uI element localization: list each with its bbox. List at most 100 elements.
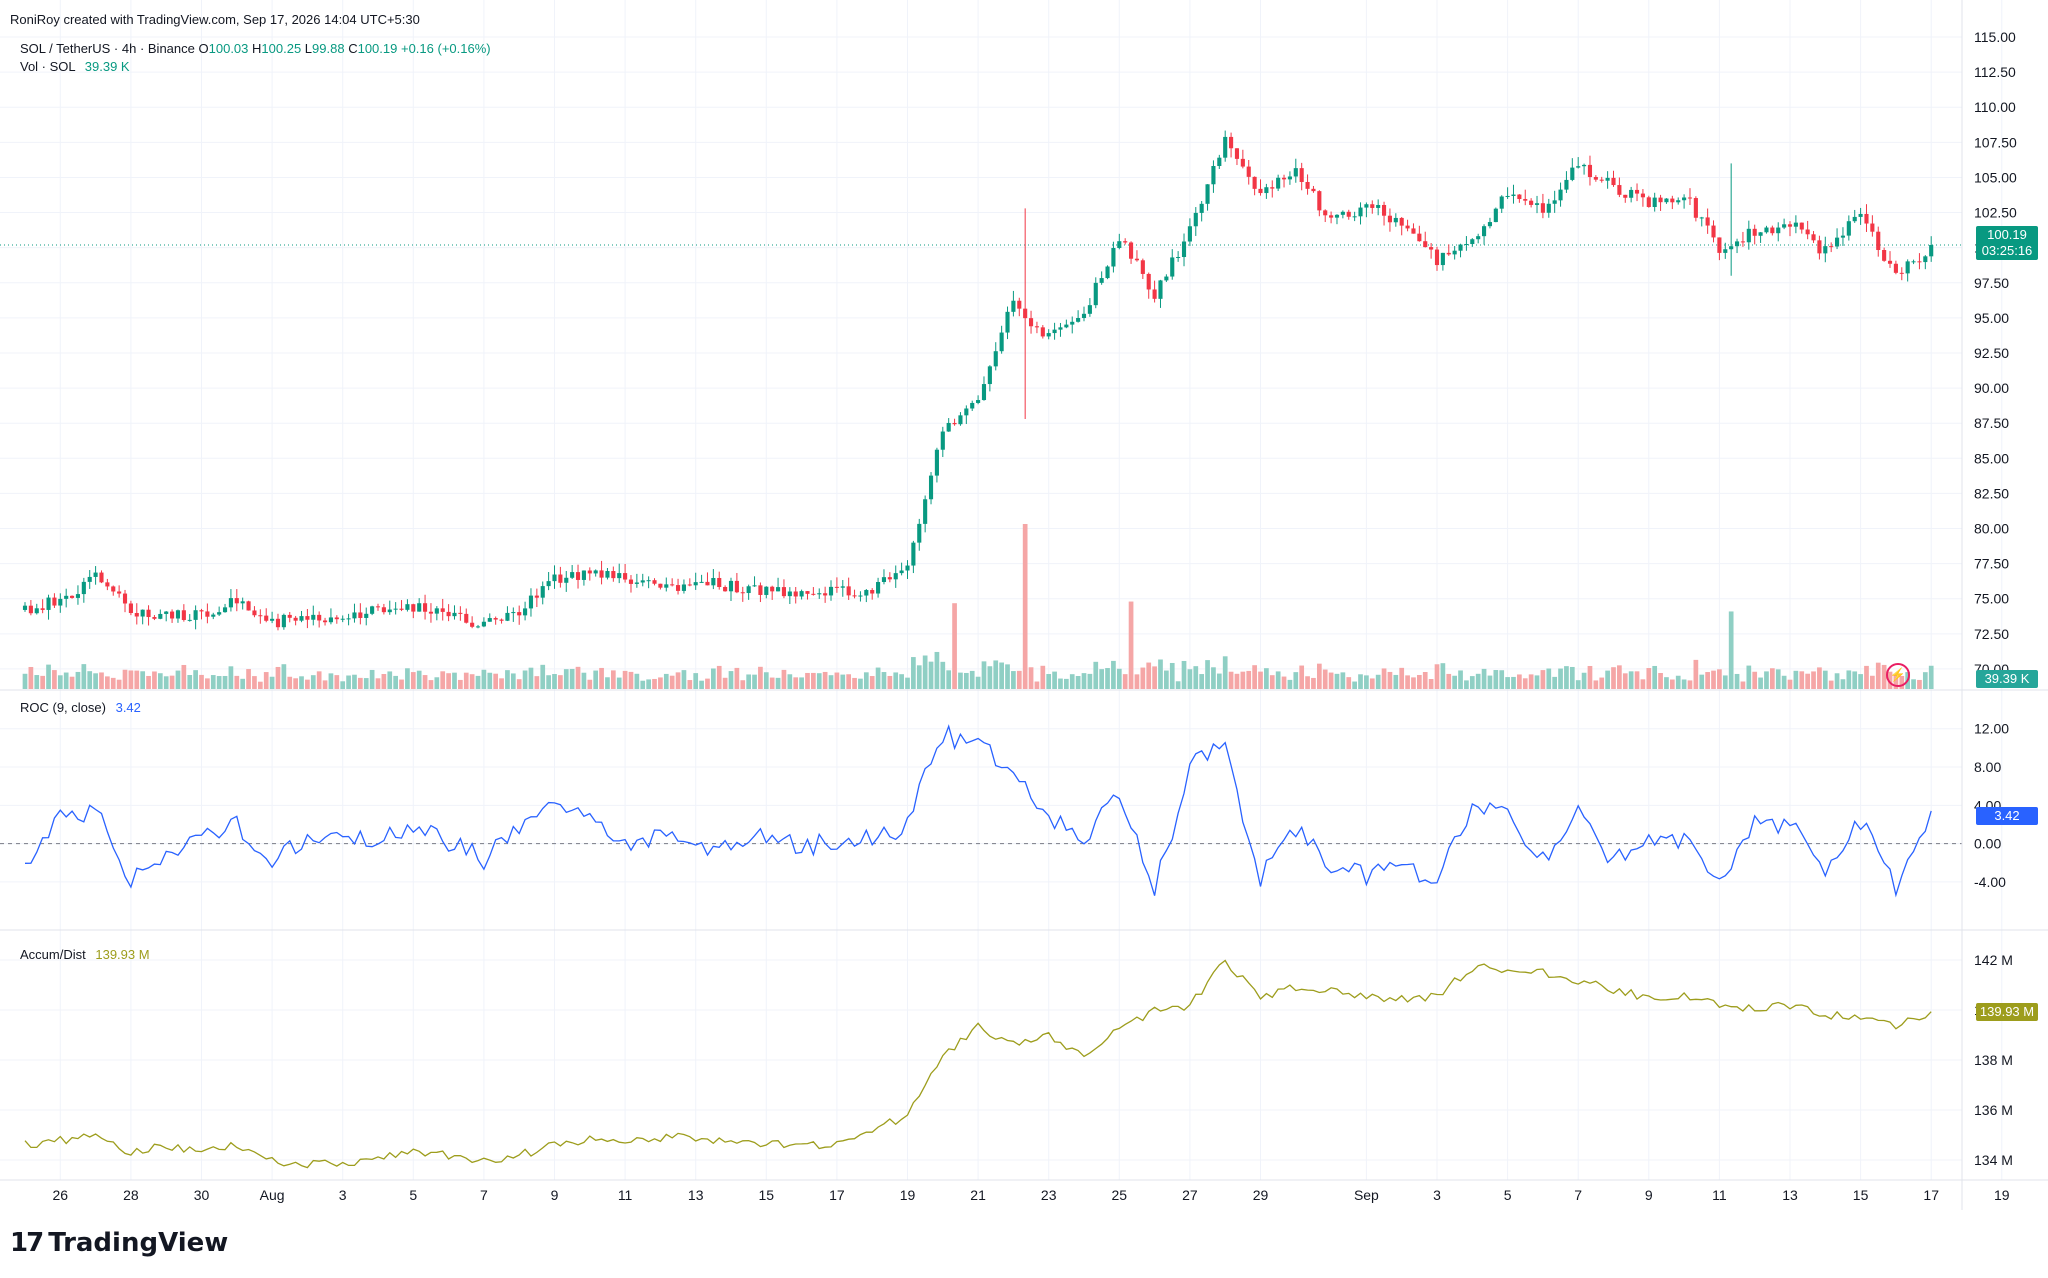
volume-bar [1469,676,1475,689]
candle-body [1658,197,1663,203]
candle-body [1346,211,1351,217]
candle-body [1223,136,1228,158]
candle-body [1387,215,1392,223]
volume-bar [722,677,728,689]
price-axis-tick-label: 95.00 [1974,310,2009,326]
candle-body [752,585,757,587]
symbol-name: SOL / TetherUS · 4h · Binance [20,41,195,56]
volume-bar [140,671,146,689]
price-axis-tick-label: 107.50 [1974,134,2017,150]
volume-bar [81,664,87,689]
volume-bar [187,675,193,689]
volume-bar [1646,668,1652,689]
volume-bar [1652,665,1658,689]
candle-body [623,573,628,580]
volume-bar [499,678,504,689]
volume-bar [528,667,534,689]
volume-bar [705,678,710,689]
volume-bar [1693,659,1699,689]
volume-bar [446,673,451,689]
volume-bar [1181,660,1187,689]
candle-body [1099,278,1104,283]
volume-bar [658,677,663,689]
candle-body [1799,222,1804,230]
volume-bar [1105,668,1110,689]
volume-bar [199,674,204,689]
candle-body [964,408,969,416]
ad-legend[interactable]: Accum/Dist 139.93 M [20,947,150,962]
volume-bar [152,671,157,689]
volume-bar [1628,671,1634,689]
volume-bar [710,668,716,689]
volume-bar [310,675,316,689]
volume-bar [922,655,928,689]
volume-bar [363,678,369,689]
volume-bar [1522,678,1528,689]
tradingview-logo[interactable]: 17 TradingView [10,1228,228,1258]
time-axis-tick-label: 29 [1253,1187,1269,1203]
volume-bar [893,672,899,689]
candle-body [264,615,269,621]
volume-bar [1411,677,1416,689]
volume-bar [99,672,104,689]
volume-bar [1164,670,1169,689]
candle-body [164,611,169,614]
volume-bar [469,674,475,689]
candle-body [1652,197,1657,208]
volume-bar [134,670,140,689]
candle-body [352,612,357,619]
candle-body [1617,185,1622,195]
candle-body [652,580,657,584]
volume-bar [1440,663,1446,689]
volume-bar [40,675,46,689]
volume-bar [787,674,793,689]
volume-bar [510,673,516,689]
volume-bar [1458,670,1463,689]
volume-bar [293,678,298,689]
last-price-tag: 100.19 03:25:16 [1976,226,2038,260]
volume-bar [69,676,75,689]
lightning-icon[interactable]: ⚡ [1886,663,1910,687]
roc-legend[interactable]: ROC (9, close) 3.42 [20,700,141,715]
volume-bar [1699,674,1705,689]
volume-bar [1511,676,1516,689]
candle-body [1017,300,1022,309]
volume-bar [116,679,122,689]
candle-body [1805,229,1810,235]
volume-bar [1834,673,1840,689]
volume-bar [181,664,187,689]
candle-body [940,431,945,450]
volume-bar [493,673,499,689]
volume-bar [399,679,404,689]
candle-body [317,614,322,621]
volume-bar [275,666,281,689]
volume-legend[interactable]: Vol · SOL 39.39 K [20,59,130,74]
candle-body [770,586,775,592]
volume-bar [1364,675,1369,689]
symbol-legend[interactable]: SOL / TetherUS · 4h · Binance O100.03 H1… [20,41,491,56]
ad-value-tag: 139.93 M [1976,1003,2038,1021]
volume-bar [1593,680,1599,689]
candle-body [664,584,669,588]
roc-axis-tick-label: 8.00 [1974,759,2001,775]
volume-bar [1069,674,1075,689]
candle-body [505,612,510,621]
candle-body [1217,157,1222,167]
volume-bar [1922,672,1928,689]
candle-body [152,617,157,619]
candle-body [658,583,663,588]
candle-body [493,618,498,620]
volume-bar [1146,662,1152,689]
time-axis-tick-label: 3 [339,1187,347,1203]
volume-bar [1128,601,1134,689]
candle-body [1181,241,1187,258]
candle-body [128,603,133,614]
volume-bar [1252,665,1257,689]
candle-body [275,618,281,628]
volume-bar [552,674,557,689]
time-axis-tick-label: 5 [1504,1187,1512,1203]
volume-bar [1805,673,1811,689]
candle-body [228,598,233,608]
candle-body [799,591,804,597]
